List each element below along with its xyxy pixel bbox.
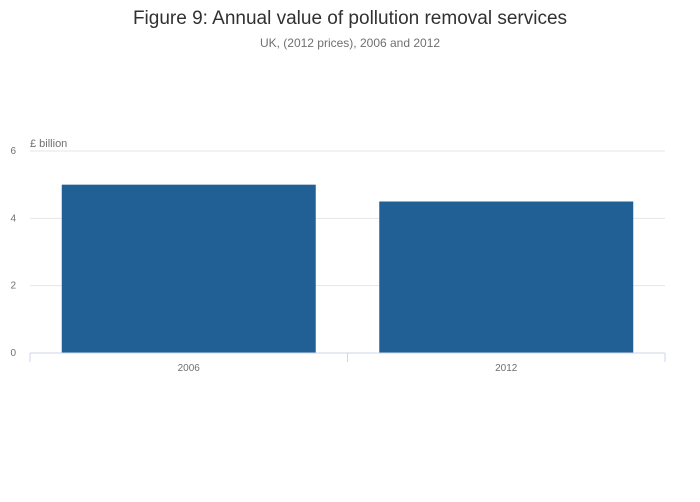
- x-tick-label: 2012: [495, 363, 518, 374]
- x-tick-label: 2006: [178, 363, 201, 374]
- y-tick-label: 6: [10, 146, 16, 157]
- bar-2006[interactable]: [61, 184, 316, 353]
- chart-subtitle: UK, (2012 prices), 2006 and 2012: [260, 36, 440, 50]
- bar-2012[interactable]: [379, 201, 634, 354]
- bars: [61, 184, 634, 354]
- x-axis-ticks: 2006 2012: [178, 363, 518, 374]
- y-axis-unit-label: £ billion: [30, 138, 67, 150]
- y-tick-label: 2: [10, 281, 16, 292]
- x-axis: [29, 352, 666, 362]
- chart-title: Figure 9: Annual value of pollution remo…: [133, 8, 567, 29]
- y-tick-label: 4: [10, 213, 16, 224]
- y-axis-ticks: 0 2 4 6: [10, 146, 16, 359]
- y-tick-label: 0: [10, 348, 16, 359]
